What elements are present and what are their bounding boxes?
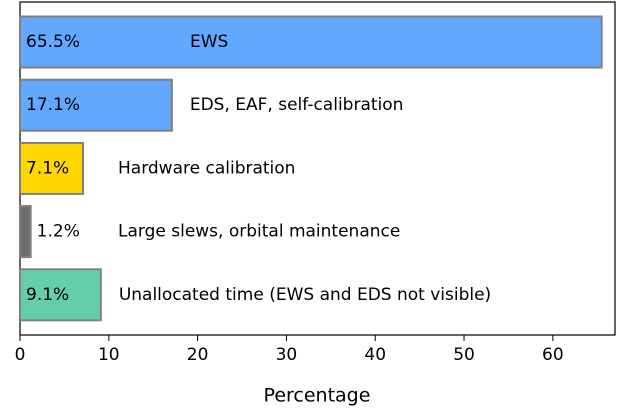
x-tick-label: 10: [98, 345, 120, 365]
value-label: 65.5%: [26, 32, 80, 52]
x-tick-label: 40: [364, 345, 386, 365]
value-label: 7.1%: [26, 158, 69, 178]
value-label: 9.1%: [26, 285, 69, 305]
x-tick-label: 20: [187, 345, 209, 365]
category-label: EWS: [190, 32, 228, 52]
x-tick-label: 50: [453, 345, 475, 365]
value-label: 1.2%: [37, 222, 80, 242]
value-label: 17.1%: [26, 95, 80, 115]
x-tick-label: 60: [542, 345, 564, 365]
bar: [19, 78, 173, 132]
category-label: EDS, EAF, self-calibration: [190, 95, 404, 115]
bar: [19, 268, 102, 322]
bar: [19, 205, 32, 259]
x-tick-label: 30: [276, 345, 298, 365]
category-label: Large slews, orbital maintenance: [118, 222, 400, 242]
x-axis-label: Percentage: [264, 385, 371, 407]
bar: [19, 141, 85, 195]
category-label: Hardware calibration: [118, 158, 295, 178]
x-tick-label: 0: [15, 345, 26, 365]
category-label: Unallocated time (EWS and EDS not visibl…: [119, 285, 491, 305]
bar: [19, 15, 603, 69]
